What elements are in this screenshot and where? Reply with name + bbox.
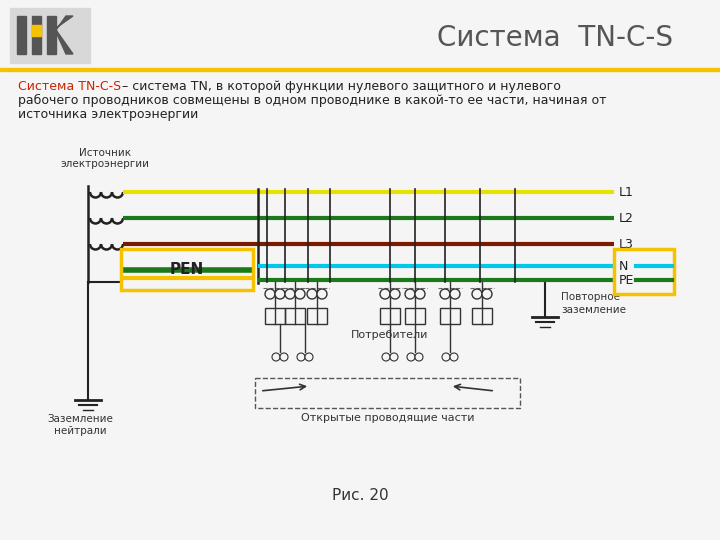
Circle shape [305,353,313,361]
Bar [47,16,56,54]
Text: L2: L2 [619,212,634,225]
Circle shape [415,353,423,361]
Text: электроэнергии: электроэнергии [60,159,150,169]
Text: N: N [619,260,629,273]
Bar [32,25,41,36]
Bar [255,378,520,408]
Text: Повторное: Повторное [561,292,620,302]
Circle shape [285,289,295,299]
Text: PEN: PEN [170,262,204,277]
Circle shape [390,289,400,299]
Text: – система TN, в которой функции нулевого защитного и нулевого: – система TN, в которой функции нулевого… [118,80,561,93]
Bar [405,308,425,324]
Bar [614,249,674,294]
Circle shape [405,289,415,299]
Polygon shape [56,30,73,54]
Bar [380,308,400,324]
Bar [307,308,327,324]
Text: заземление: заземление [561,305,626,315]
Bar [440,308,460,324]
Circle shape [450,289,460,299]
Bar [10,8,90,63]
Text: рабочего проводников совмещены в одном проводнике в какой-то ее части, начиная о: рабочего проводников совмещены в одном п… [18,94,606,107]
Bar [0,68,720,71]
Circle shape [450,353,458,361]
Text: L3: L3 [619,238,634,251]
Circle shape [482,289,492,299]
Circle shape [265,289,275,299]
Bar [472,308,492,324]
Circle shape [382,353,390,361]
Bar [17,16,26,54]
Circle shape [307,289,317,299]
Circle shape [442,353,450,361]
Bar [285,308,305,324]
Bar [265,308,285,324]
Text: PE: PE [619,273,634,287]
Text: источника электроэнергии: источника электроэнергии [18,108,198,121]
Polygon shape [56,16,73,30]
Text: Потребители: Потребители [351,330,428,340]
Circle shape [275,289,285,299]
Bar [32,16,41,54]
Text: L1: L1 [619,186,634,199]
Circle shape [295,289,305,299]
Circle shape [407,353,415,361]
Circle shape [415,289,425,299]
Text: нейтрали: нейтрали [54,426,107,436]
Text: Рис. 20: Рис. 20 [332,488,388,503]
Circle shape [440,289,450,299]
Circle shape [390,353,398,361]
Circle shape [297,353,305,361]
Circle shape [317,289,327,299]
Circle shape [472,289,482,299]
Text: Заземление: Заземление [47,414,113,424]
Bar [121,249,253,290]
Text: Система TN-C-S: Система TN-C-S [18,80,121,93]
Text: Источник: Источник [79,148,131,158]
Text: Открытые проводящие части: Открытые проводящие части [301,413,474,423]
Circle shape [280,353,288,361]
Text: Система  TN-C-S: Система TN-C-S [437,24,673,52]
Circle shape [380,289,390,299]
Circle shape [272,353,280,361]
